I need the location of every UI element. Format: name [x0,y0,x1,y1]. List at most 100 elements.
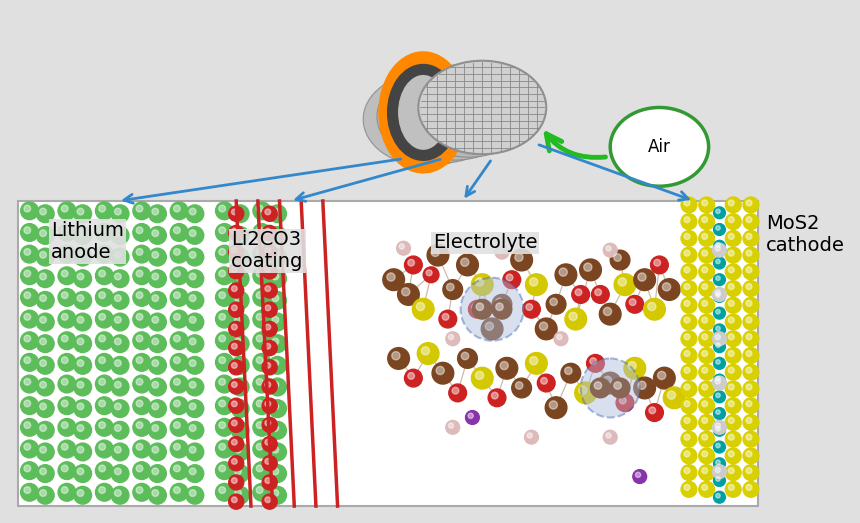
Circle shape [61,487,68,493]
Circle shape [114,360,121,367]
Circle shape [746,451,752,457]
Circle shape [36,486,54,504]
Circle shape [136,422,143,428]
Circle shape [565,308,587,330]
Circle shape [268,422,286,439]
Circle shape [650,256,668,274]
Circle shape [268,465,286,482]
Circle shape [471,274,493,295]
Circle shape [229,437,243,451]
Circle shape [541,378,547,384]
Circle shape [74,357,91,374]
Circle shape [565,367,572,374]
Circle shape [231,382,237,388]
Circle shape [186,270,204,288]
Circle shape [114,338,121,345]
Circle shape [728,250,734,256]
Circle shape [229,379,243,394]
Circle shape [702,267,708,273]
Circle shape [446,283,454,291]
Circle shape [265,247,271,253]
Circle shape [132,332,150,349]
Circle shape [253,483,271,501]
Circle shape [743,264,759,280]
Circle shape [713,376,727,390]
Circle shape [40,295,46,302]
Circle shape [40,208,46,215]
Circle shape [114,381,121,388]
Circle shape [681,365,697,380]
Circle shape [132,354,150,371]
Circle shape [132,202,150,220]
Circle shape [111,443,129,461]
Circle shape [231,335,249,353]
Circle shape [265,286,271,291]
Circle shape [229,225,243,241]
Circle shape [591,378,611,398]
Circle shape [649,407,655,414]
Circle shape [716,393,720,397]
Circle shape [21,245,39,263]
Circle shape [24,379,31,385]
Circle shape [746,384,752,390]
Circle shape [262,206,277,221]
Circle shape [231,400,249,417]
Circle shape [36,422,54,439]
Circle shape [714,224,725,235]
Circle shape [702,233,708,240]
Circle shape [186,335,204,353]
Circle shape [619,397,626,404]
Circle shape [681,264,697,280]
Circle shape [136,248,143,255]
Circle shape [231,465,249,482]
Circle shape [95,462,114,480]
Circle shape [229,340,243,356]
Circle shape [743,331,759,347]
Circle shape [235,316,242,323]
Circle shape [111,270,129,288]
Circle shape [611,250,630,270]
Circle shape [725,314,741,330]
Circle shape [58,289,76,306]
Circle shape [111,422,129,439]
Circle shape [95,267,114,285]
Circle shape [702,468,708,474]
Circle shape [616,394,634,412]
Circle shape [268,313,286,331]
Circle shape [431,248,439,256]
Circle shape [265,497,271,503]
Circle shape [235,381,242,388]
Circle shape [699,281,715,297]
Circle shape [699,365,715,380]
Circle shape [746,250,752,256]
Circle shape [746,350,752,357]
Circle shape [24,270,31,277]
Circle shape [268,357,286,374]
Circle shape [413,299,434,320]
Circle shape [746,468,752,474]
Circle shape [77,360,83,367]
Circle shape [262,379,277,394]
Text: Li2CO3
coating: Li2CO3 coating [231,231,304,271]
Circle shape [152,252,158,258]
Circle shape [716,334,721,339]
Circle shape [256,313,263,320]
Circle shape [216,245,233,263]
Circle shape [170,397,188,415]
Circle shape [503,271,520,289]
Circle shape [448,423,453,428]
Circle shape [699,348,715,363]
Circle shape [654,367,675,389]
Circle shape [618,278,626,286]
Circle shape [253,202,271,220]
Circle shape [152,338,158,345]
Circle shape [256,335,263,342]
Circle shape [638,381,646,390]
Circle shape [77,230,83,236]
Circle shape [170,440,188,458]
Circle shape [702,317,708,323]
Circle shape [404,369,422,387]
Circle shape [728,401,734,407]
Circle shape [256,270,263,277]
FancyArrowPatch shape [466,161,490,196]
